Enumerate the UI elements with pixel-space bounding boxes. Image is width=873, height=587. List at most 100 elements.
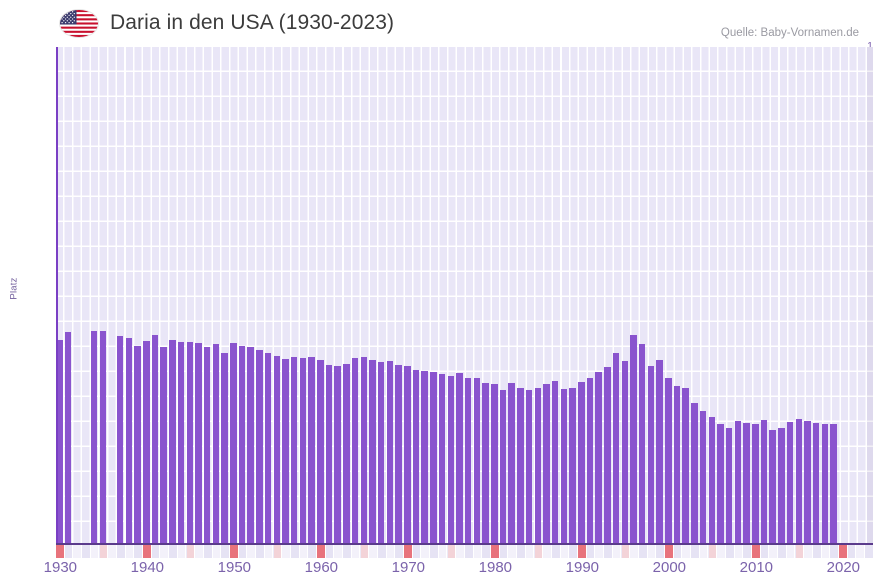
bar[interactable]: [778, 428, 785, 543]
bar[interactable]: [438, 374, 446, 543]
bar[interactable]: [325, 365, 333, 543]
bar[interactable]: [665, 378, 672, 543]
decade-strip-cell: [534, 545, 544, 558]
bar[interactable]: [621, 361, 629, 543]
bar[interactable]: [647, 366, 655, 543]
bar[interactable]: [517, 388, 524, 543]
decade-strip-cell: [717, 545, 726, 558]
bar[interactable]: [151, 335, 159, 543]
bar[interactable]: [734, 421, 742, 543]
bar[interactable]: [90, 331, 98, 543]
bar[interactable]: [125, 338, 133, 543]
bar[interactable]: [351, 358, 359, 543]
bar[interactable]: [169, 340, 176, 543]
bar[interactable]: [569, 388, 576, 543]
bar[interactable]: [821, 424, 829, 543]
bar[interactable]: [717, 424, 724, 543]
decade-strip-cell: [334, 545, 344, 558]
bar[interactable]: [143, 341, 150, 543]
bar[interactable]: [395, 365, 402, 543]
bar[interactable]: [177, 342, 185, 543]
bar[interactable]: [203, 347, 211, 543]
bar[interactable]: [786, 422, 794, 543]
bar[interactable]: [186, 342, 194, 543]
bar[interactable]: [482, 383, 489, 543]
bar[interactable]: [230, 343, 237, 543]
bar[interactable]: [299, 358, 307, 543]
bar[interactable]: [534, 388, 542, 543]
bar[interactable]: [612, 353, 620, 543]
decade-strip-cell: [821, 545, 831, 558]
bar[interactable]: [656, 360, 663, 543]
bar[interactable]: [473, 378, 481, 543]
bar[interactable]: [56, 340, 63, 543]
bar[interactable]: [99, 331, 107, 543]
bar[interactable]: [543, 384, 550, 543]
bar[interactable]: [673, 386, 681, 543]
bar[interactable]: [282, 359, 289, 543]
bar[interactable]: [238, 346, 246, 543]
bar[interactable]: [412, 370, 420, 543]
bar[interactable]: [290, 357, 298, 543]
bar[interactable]: [360, 357, 368, 543]
bar[interactable]: [508, 383, 515, 543]
bar[interactable]: [64, 332, 72, 543]
bar[interactable]: [134, 346, 141, 543]
bar[interactable]: [264, 353, 272, 543]
decade-strip-cell: [656, 545, 665, 558]
bar[interactable]: [595, 372, 602, 543]
bar[interactable]: [725, 428, 733, 543]
bar[interactable]: [343, 364, 350, 543]
bar[interactable]: [334, 366, 341, 543]
bar[interactable]: [769, 430, 776, 543]
bar[interactable]: [638, 344, 646, 543]
bar[interactable]: [369, 360, 376, 543]
bar[interactable]: [195, 343, 202, 543]
bar[interactable]: [160, 347, 167, 543]
decade-strip-cell: [699, 545, 709, 558]
decade-strip-cell: [247, 545, 257, 558]
bar[interactable]: [804, 421, 811, 543]
bar[interactable]: [273, 356, 281, 543]
bar[interactable]: [682, 388, 689, 543]
bar[interactable]: [464, 378, 472, 543]
bar[interactable]: [743, 423, 750, 543]
bar[interactable]: [812, 423, 820, 543]
decade-strip-cell: [464, 545, 474, 558]
bar[interactable]: [499, 390, 507, 543]
bar[interactable]: [256, 350, 263, 543]
decade-strip-cell: [369, 545, 378, 558]
bar[interactable]: [377, 362, 385, 543]
bar[interactable]: [699, 411, 707, 543]
bar[interactable]: [760, 420, 768, 543]
bar[interactable]: [116, 336, 124, 543]
bar[interactable]: [560, 389, 568, 543]
bar[interactable]: [212, 344, 220, 543]
bar[interactable]: [752, 424, 759, 543]
bar[interactable]: [708, 417, 716, 543]
bar[interactable]: [525, 390, 533, 543]
x-axis-tick-label: 1950: [217, 559, 252, 576]
bar[interactable]: [491, 384, 498, 543]
bar[interactable]: [421, 371, 428, 543]
bar[interactable]: [578, 382, 585, 543]
decade-strip-cell: [525, 545, 535, 558]
bar[interactable]: [308, 357, 315, 543]
bar[interactable]: [691, 403, 698, 543]
bar[interactable]: [551, 381, 559, 543]
bar[interactable]: [830, 424, 837, 543]
bar[interactable]: [447, 376, 455, 543]
bar[interactable]: [604, 367, 611, 543]
bar[interactable]: [386, 361, 394, 543]
decade-strip-cell: [134, 545, 143, 558]
bar[interactable]: [430, 372, 437, 543]
bar[interactable]: [404, 366, 411, 543]
decade-strip-cell: [290, 545, 300, 558]
bar[interactable]: [795, 419, 803, 543]
bar[interactable]: [317, 360, 324, 543]
bar[interactable]: [221, 353, 228, 543]
bar[interactable]: [456, 373, 463, 543]
bar[interactable]: [630, 335, 637, 543]
bar[interactable]: [586, 378, 594, 543]
bar[interactable]: [247, 347, 254, 543]
